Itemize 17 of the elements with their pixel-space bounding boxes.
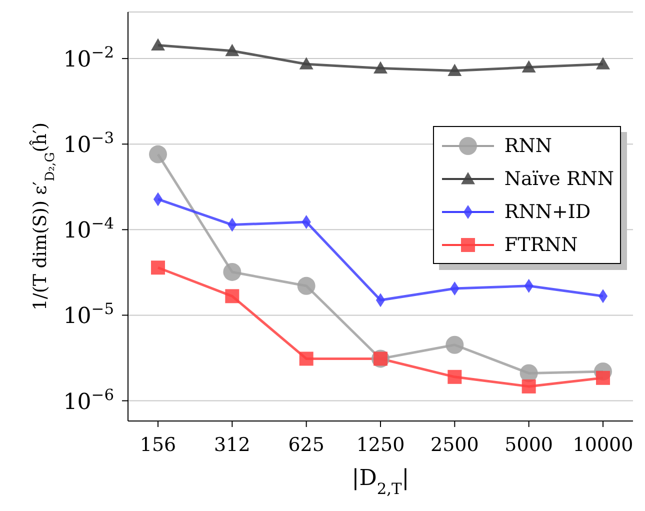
x-axis-title: |D$_{2,T}$| bbox=[352, 466, 410, 498]
x-tick-label: 1250 bbox=[356, 434, 405, 456]
x-tick-label: 625 bbox=[288, 434, 324, 456]
x-tick-label: 10000 bbox=[572, 434, 634, 456]
y-tick-label: 10$^{−2}$ bbox=[63, 44, 114, 73]
legend-label: Naïve RNN bbox=[504, 168, 614, 190]
x-tick-label: 2500 bbox=[430, 434, 479, 456]
y-tick-label: 10$^{−4}$ bbox=[63, 214, 114, 244]
legend-label: RNN bbox=[504, 134, 552, 156]
legend-label: RNN+ID bbox=[504, 200, 591, 222]
x-tick-label: 156 bbox=[140, 434, 176, 456]
legend-label: FTRNN bbox=[504, 234, 578, 256]
y-tick-label: 10$^{−3}$ bbox=[63, 129, 114, 158]
y-tick-label: 10$^{−6}$ bbox=[63, 386, 114, 415]
y-tick-label: 10$^{−5}$ bbox=[63, 300, 114, 330]
x-tick-label: 312 bbox=[214, 434, 250, 456]
x-tick-label: 5000 bbox=[504, 434, 554, 456]
